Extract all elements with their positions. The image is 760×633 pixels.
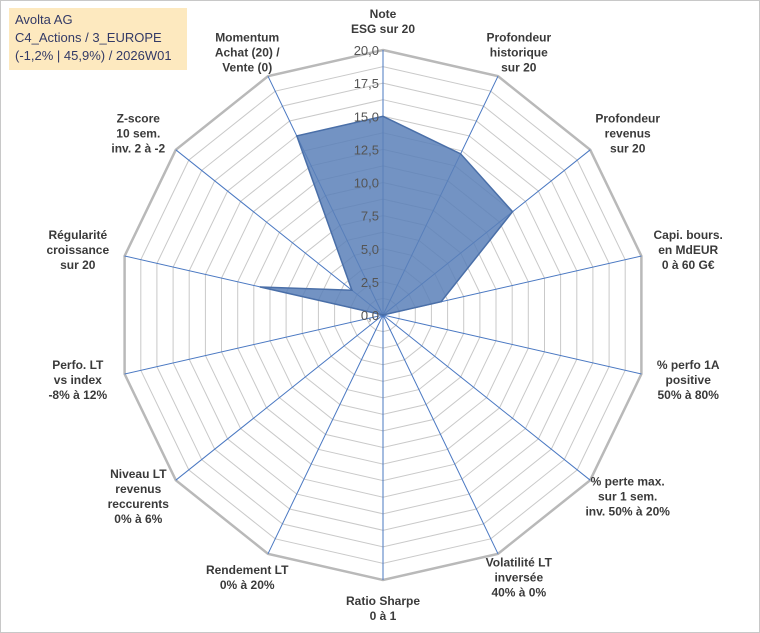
axis-label: % perfo 1A positive 50% à 80% xyxy=(657,358,720,402)
axis-label-line: % perfo 1A xyxy=(657,358,720,372)
data-point xyxy=(511,210,514,213)
data-point xyxy=(382,115,384,118)
axis-label-line: Vente (0) xyxy=(222,61,272,75)
axis-spoke xyxy=(382,314,591,481)
company-name: Avolta AG xyxy=(15,12,73,27)
axis-label-line: Régularité xyxy=(48,228,107,242)
axis-label-line: sur 20 xyxy=(610,141,646,155)
axis-label: Ratio Sharpe 0 à 1 xyxy=(346,594,420,623)
tick-label: 17,5 xyxy=(354,76,379,91)
axis-label-line: sur 20 xyxy=(501,61,537,75)
axis-label-line: Achat (20) / xyxy=(215,46,280,60)
axis-label-line: vs index xyxy=(54,373,102,387)
axis-label-line: revenus xyxy=(115,482,161,496)
axis-spoke xyxy=(382,314,642,375)
axis-spoke xyxy=(267,314,384,555)
axis-label-line: Profondeur xyxy=(595,111,660,125)
axis-label-line: Note xyxy=(370,7,397,21)
axis-label-line: 0% à 20% xyxy=(220,578,275,592)
axis-label-line: inv. 50% à 20% xyxy=(585,505,670,519)
axis-label: Volatilité LT inversée 40% à 0% xyxy=(486,556,553,600)
category-path: C4_Actions / 3_EUROPE xyxy=(15,30,162,45)
axis-label-line: sur 20 xyxy=(60,258,96,272)
axis-label: Rendement LT 0% à 20% xyxy=(206,563,289,592)
axis-label-line: Capi. bours. xyxy=(654,228,723,242)
axis-label-line: 0 à 60 G€ xyxy=(662,258,715,272)
axis-label-line: positive xyxy=(666,373,712,387)
tick-label: 2,5 xyxy=(361,275,379,290)
axis-label-line: Niveau LT xyxy=(110,467,167,481)
axis-label-line: 50% à 80% xyxy=(658,388,720,402)
axis-label-line: Ratio Sharpe xyxy=(346,594,420,608)
tick-label: 15,0 xyxy=(354,109,379,124)
data-point xyxy=(440,300,442,303)
axis-label-line: Rendement LT xyxy=(206,563,289,577)
tick-label: 20,0 xyxy=(354,43,379,58)
axis-label: Momentum Achat (20) / Vente (0) xyxy=(215,31,280,75)
axis-label-line: ESG sur 20 xyxy=(351,22,415,36)
axis-label-line: croissance xyxy=(46,243,109,257)
tick-label: 5,0 xyxy=(361,242,379,257)
data-point xyxy=(296,135,298,137)
tick-label: 10,0 xyxy=(354,176,379,191)
axis-label-line: 10 sem. xyxy=(116,126,160,140)
axis-label-line: inversée xyxy=(494,571,543,585)
axis-label-line: revenus xyxy=(605,126,651,140)
axis-spoke xyxy=(175,149,384,316)
axis-label-line: % perte max. xyxy=(591,475,665,489)
data-point xyxy=(259,286,262,288)
tick-label: 0,0 xyxy=(361,308,379,323)
axis-label-line: Volatilité LT xyxy=(486,556,553,570)
axis-label-line: -8% à 12% xyxy=(48,388,107,402)
data-point xyxy=(351,289,353,292)
axis-label-line: 0 à 1 xyxy=(370,609,397,623)
axis-spoke xyxy=(124,314,384,375)
axis-label: Z-score 10 sem. inv. 2 à -2 xyxy=(111,111,165,155)
axis-label: Niveau LT revenus reccurents 0% à 6% xyxy=(108,467,170,526)
axis-label-line: Momentum xyxy=(215,31,279,45)
axis-label: Profondeur historique sur 20 xyxy=(486,31,551,75)
axis-label-line: reccurents xyxy=(108,497,170,511)
tick-label: 7,5 xyxy=(361,209,379,224)
axis-label-line: inv. 2 à -2 xyxy=(111,141,165,155)
axis-label: % perte max. sur 1 sem. inv. 50% à 20% xyxy=(585,475,670,519)
axis-label-line: sur 1 sem. xyxy=(598,490,657,504)
axis-label: Capi. bours. en MdEUR 0 à 60 G€ xyxy=(654,228,723,272)
axis-spoke xyxy=(175,314,384,481)
axis-label: Profondeur revenus sur 20 xyxy=(595,111,660,155)
tick-label: 12,5 xyxy=(354,142,379,157)
axis-label-line: Z-score xyxy=(117,111,161,125)
axis-label-line: Perfo. LT xyxy=(52,358,104,372)
data-area xyxy=(260,115,514,316)
stock-info-box: Avolta AG C4_Actions / 3_EUROPE (-1,2% |… xyxy=(9,8,187,70)
performance-week: (-1,2% | 45,9%) / 2026W01 xyxy=(15,48,172,63)
axis-label: Perfo. LT vs index -8% à 12% xyxy=(48,358,107,402)
axis-label-line: Profondeur xyxy=(486,31,551,45)
axis-label: Note ESG sur 20 xyxy=(351,7,415,36)
axis-label-line: historique xyxy=(490,46,548,60)
axis-label-line: 40% à 0% xyxy=(491,586,546,600)
axis-label: Régularité croissance sur 20 xyxy=(46,228,109,272)
axis-spoke xyxy=(382,314,499,555)
data-point xyxy=(382,314,384,316)
axis-label-line: en MdEUR xyxy=(658,243,718,257)
data-point xyxy=(459,153,462,155)
axis-label-line: 0% à 6% xyxy=(114,512,162,526)
